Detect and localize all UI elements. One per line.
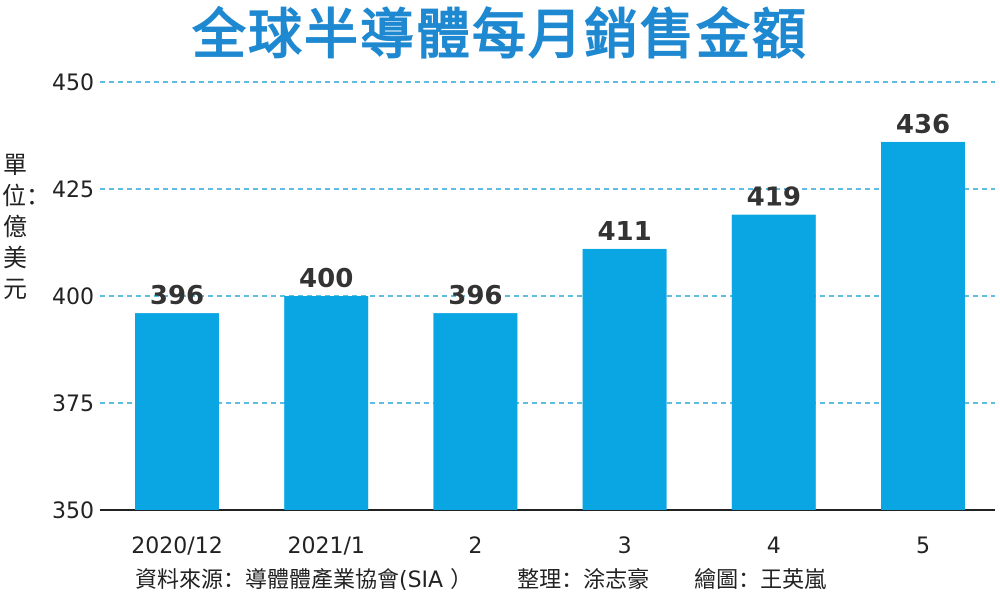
data-label: 396 <box>448 281 502 311</box>
y-tick-label: 450 <box>52 71 94 96</box>
y-axis-label: 單位：億美元 <box>2 151 50 303</box>
footer-credits: 資料來源：導體體產業協會(SIA ） 整理：涂志豪 繪圖：王英嵐 <box>135 562 864 594</box>
data-label: 396 <box>150 281 204 311</box>
bar <box>135 313 219 510</box>
illustrator-credit: 繪圖：王英嵐 <box>694 568 827 593</box>
chart-title: 全球半導體每月銷售金額 <box>192 3 808 66</box>
bar <box>284 296 369 510</box>
data-label: 419 <box>747 183 801 213</box>
x-tick-label: 4 <box>767 534 781 559</box>
x-tick-label: 2020/12 <box>131 534 222 559</box>
x-tick-label: 3 <box>618 534 632 559</box>
bar <box>731 214 816 510</box>
bar <box>582 248 667 511</box>
x-tick-label: 5 <box>916 534 930 559</box>
y-tick-label: 400 <box>52 285 94 310</box>
y-tick-label: 425 <box>52 178 94 203</box>
editor-credit: 整理：涂志豪 <box>517 568 650 593</box>
x-tick-label: 2 <box>468 534 482 559</box>
bar <box>433 313 518 510</box>
source-credit: 資料來源：導體體產業協會(SIA ） <box>135 568 473 593</box>
bar <box>881 141 965 511</box>
data-label: 400 <box>299 264 353 294</box>
y-tick-label: 375 <box>52 392 94 417</box>
x-tick-label: 2021/1 <box>287 534 364 559</box>
y-tick-label: 350 <box>52 499 94 524</box>
data-label: 436 <box>896 110 950 140</box>
data-label: 411 <box>597 217 651 247</box>
